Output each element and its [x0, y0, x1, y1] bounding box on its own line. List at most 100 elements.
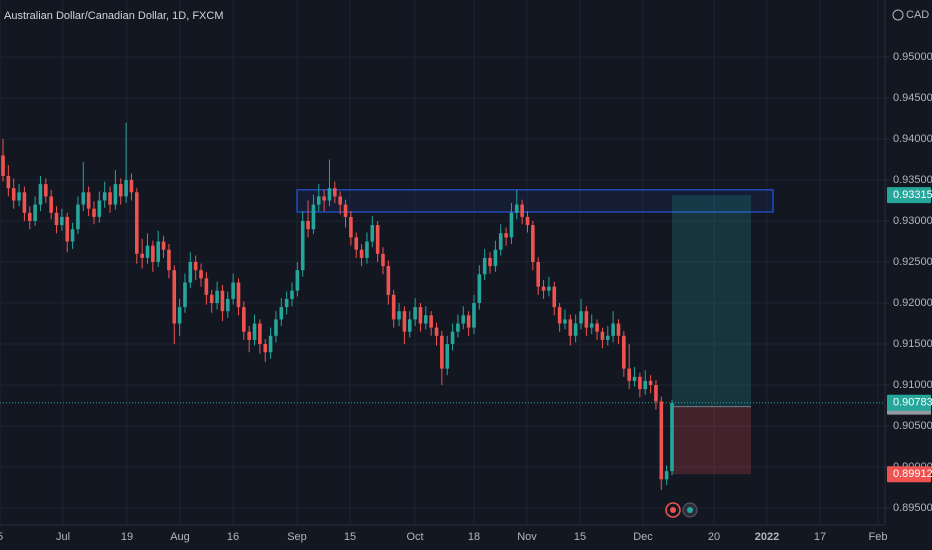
candle-body [600, 331, 605, 340]
candle-body [670, 403, 674, 472]
y-tick-label: 0.94500 [893, 92, 932, 104]
candle-body [375, 225, 380, 254]
candle-body [611, 323, 615, 336]
candle-body [450, 331, 455, 345]
candle-body [311, 204, 316, 230]
candle-body [327, 188, 332, 201]
y-tick-label: 0.94000 [893, 133, 932, 145]
candle-body [338, 196, 342, 205]
candle-body [664, 471, 669, 480]
event-icons[interactable] [665, 502, 698, 518]
candle-body [413, 307, 417, 320]
candle-body [552, 286, 557, 308]
currency-icon[interactable] [892, 9, 904, 21]
x-tick-label: 17 [814, 531, 826, 543]
candle-body [429, 315, 433, 328]
x-tick-label: 5 [0, 531, 3, 543]
candle-body [397, 311, 401, 320]
candle-body [536, 262, 540, 287]
candle-body [274, 319, 278, 336]
candle-body [140, 253, 144, 258]
candle-body [193, 262, 198, 271]
candle-body [6, 175, 11, 189]
x-tick-label: Aug [170, 531, 190, 543]
x-tick-label: 16 [227, 531, 239, 543]
candle-body [145, 245, 150, 258]
candle-body [199, 270, 203, 279]
candle-body [424, 315, 428, 324]
candle-body [167, 249, 171, 271]
y-tick-label: 0.93000 [893, 215, 932, 227]
currency-label[interactable]: CAD [906, 9, 929, 21]
candle-body [541, 286, 546, 291]
drawings [0, 189, 885, 475]
candle-body [648, 380, 653, 386]
candle-body [258, 323, 262, 345]
candle-body [488, 257, 492, 267]
y-tick-label: 0.95000 [893, 51, 932, 63]
x-tick-label: 15 [344, 531, 356, 543]
candle-body [589, 323, 594, 328]
candle-body [113, 184, 118, 205]
candle-body [183, 282, 187, 308]
price-label: 0.90783 [893, 397, 932, 409]
candle-body [151, 245, 155, 263]
loss-zone [672, 406, 751, 475]
candle-body [316, 196, 321, 205]
candle-body [391, 294, 396, 320]
candle-body [381, 253, 385, 267]
y-tick-label: 0.92000 [893, 297, 932, 309]
axes: 0.895000.900000.905000.910000.915000.920… [0, 51, 932, 543]
candle-body [579, 311, 583, 324]
candle-body [654, 385, 658, 402]
candle-body [247, 331, 251, 340]
candle-body [76, 204, 80, 230]
candle-body [466, 315, 471, 328]
candle-body [498, 233, 503, 250]
x-tick-label: 20 [708, 531, 720, 543]
candle-body [236, 282, 241, 308]
candle-body [215, 290, 219, 304]
candle-body [370, 225, 375, 242]
candle-body [172, 270, 177, 324]
candle-body [17, 192, 21, 201]
y-tick-label: 0.91000 [893, 379, 932, 391]
candle-body [584, 311, 589, 328]
candle-body [514, 204, 519, 213]
candle-body [225, 298, 230, 312]
candle-body [102, 192, 107, 201]
candle-body [386, 266, 391, 295]
candle-body [343, 204, 348, 217]
candle-body [124, 180, 128, 197]
zone-rectangle [296, 189, 774, 213]
candle-body [242, 307, 246, 332]
x-tick-label: 15 [574, 531, 586, 543]
candle-body [70, 229, 75, 242]
candle-body [161, 241, 166, 250]
candle-body [659, 401, 664, 480]
candle-body [49, 196, 53, 213]
candle-body [472, 303, 476, 328]
candle-body [118, 184, 123, 197]
grid [0, 0, 885, 525]
y-tick-label: 0.93500 [893, 174, 932, 186]
candle-body [643, 380, 648, 390]
candle-body [402, 311, 407, 332]
y-tick-label: 0.92500 [893, 256, 932, 268]
x-tick-label: 19 [121, 531, 133, 543]
y-tick-label: 0.89500 [893, 502, 932, 514]
event-icon-dot [670, 507, 676, 513]
candle-body [306, 221, 310, 230]
candle-body [482, 257, 487, 275]
y-tick-label: 0.91500 [893, 338, 932, 350]
candles [1, 122, 674, 490]
candle-body [359, 249, 364, 258]
candle-body [220, 290, 225, 312]
chart-title: Australian Dollar/Canadian Dollar, 1D, F… [4, 10, 223, 22]
candle-body [509, 212, 514, 238]
candle-body [135, 192, 139, 254]
candle-body [252, 323, 257, 340]
x-tick-label: Jul [56, 531, 70, 543]
